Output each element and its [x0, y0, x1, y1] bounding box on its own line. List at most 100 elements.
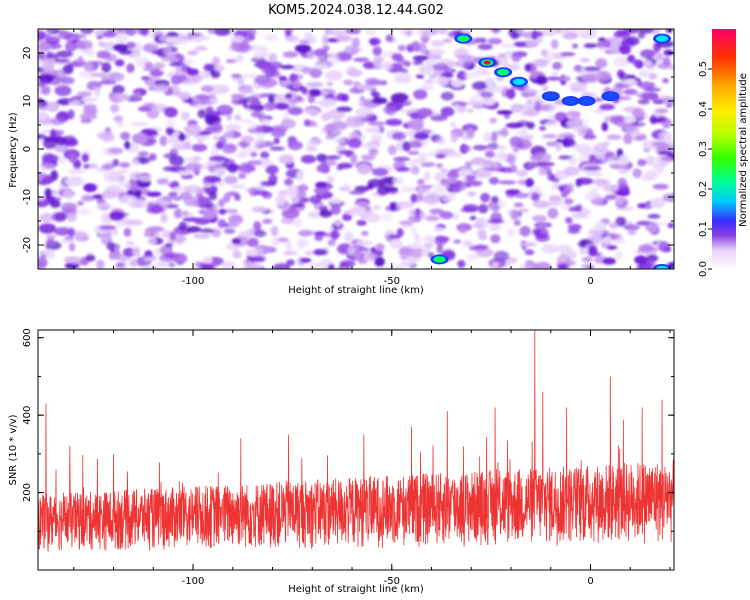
- spectrogram-cell: [257, 77, 270, 86]
- spectrogram-cell: [662, 78, 669, 84]
- spectrogram-cell: [120, 194, 138, 205]
- spectrogram-cell: [500, 43, 516, 48]
- spectrogram-cell: [309, 109, 319, 117]
- spectrogram-cell: [55, 58, 71, 63]
- spectrogram-cell: [512, 148, 520, 153]
- spectrogram-cell: [646, 155, 655, 166]
- spectrogram-cell: [652, 183, 669, 190]
- spectrogram-cell: [461, 29, 470, 34]
- spectrogram-cell: [80, 29, 94, 35]
- spectrogram-cell: [177, 170, 191, 176]
- spectrogram-cell: [268, 174, 278, 185]
- spectrogram-cell: [227, 222, 240, 228]
- spectrogram-cell: [568, 154, 577, 166]
- spectrogram-cell: [165, 126, 175, 135]
- spectrogram-cell: [594, 70, 601, 79]
- spectrogram-cell: [615, 196, 624, 204]
- spectrogram-cell: [211, 56, 221, 67]
- spectrogram-cell: [399, 29, 414, 37]
- x-tick-label: 0: [587, 276, 593, 287]
- spectrogram-cell: [370, 86, 377, 97]
- snr-series-line: [38, 330, 674, 552]
- spectrogram-cell: [442, 38, 453, 43]
- spectrogram-cell: [112, 158, 120, 167]
- spectrogram-cell: [356, 220, 367, 226]
- spectrogram-cell: [403, 60, 412, 67]
- spectrogram-cell: [606, 134, 622, 140]
- colorbar-tick-label: 0.1: [698, 221, 709, 237]
- spectrogram-cell: [357, 259, 368, 264]
- spectrogram-cell: [129, 202, 144, 209]
- spectrogram-cell: [562, 32, 578, 40]
- spectrogram-cell: [81, 97, 98, 103]
- spectrogram-cell: [264, 34, 278, 41]
- spectrogram-cell: [509, 136, 523, 147]
- spectrogram-cell: [262, 218, 273, 224]
- spectrogram-cell: [516, 29, 527, 35]
- spectrogram-cell: [243, 261, 256, 269]
- spectrogram-cell: [165, 138, 181, 144]
- spectrogram-cell: [40, 100, 48, 107]
- spectrogram-cell: [175, 65, 187, 76]
- spectrogram-cell: [501, 126, 509, 138]
- spectrogram-cell: [116, 120, 124, 128]
- spectrogram-cell: [296, 238, 306, 250]
- spectrogram-cell: [617, 166, 630, 175]
- spectrogram-cell: [637, 159, 647, 167]
- spectrogram-cell: [334, 219, 342, 227]
- spectrogram-cell: [602, 257, 616, 265]
- spectrogram-cell: [479, 161, 497, 169]
- spectrogram-cell: [374, 256, 385, 267]
- spectrogram-cell: [440, 91, 455, 101]
- spectrogram-cell: [178, 221, 188, 232]
- spectrogram-cell: [115, 29, 130, 34]
- spectrogram-cell: [142, 43, 159, 53]
- spectrogram-cell: [199, 228, 215, 234]
- spectrogram-cell: [541, 243, 559, 254]
- y-tick-label: 200: [22, 483, 33, 502]
- spectrogram-cell: [231, 184, 246, 189]
- spectrogram-cell: [230, 93, 246, 99]
- spectrogram-cell: [115, 93, 130, 101]
- spectrogram-cell: [183, 195, 198, 207]
- spectrogram-cell: [156, 260, 170, 267]
- colorbar-tick-label: 0.3: [698, 141, 709, 157]
- spectrogram-cell: [467, 108, 474, 113]
- spectrogram-cell: [393, 156, 411, 162]
- spectrogram-cell: [462, 72, 479, 79]
- spectrogram-cell: [50, 117, 66, 126]
- spectrogram-cell: [169, 148, 179, 157]
- spectrogram-cell: [525, 40, 538, 47]
- spectrogram-cell: [436, 244, 444, 254]
- spectrogram-cell: [223, 228, 236, 234]
- spectrogram-cell: [38, 261, 47, 269]
- snr-frame: [37, 329, 675, 571]
- spectrogram-cell: [81, 153, 90, 163]
- spectrogram-cell: [227, 162, 238, 174]
- spectrogram-cell: [594, 142, 608, 154]
- spectrogram-cell: [194, 46, 208, 51]
- spectrogram-cell: [361, 142, 378, 149]
- spectrogram-cell: [165, 119, 175, 128]
- spectrogram-cell: [191, 131, 200, 138]
- spectrogram-cell: [307, 262, 323, 268]
- spectrogram-hotspot: [577, 96, 596, 106]
- spectrogram-cell: [626, 74, 636, 80]
- spectrogram-cell: [345, 29, 361, 35]
- spectrogram-cell: [254, 60, 272, 69]
- spectrogram-cell: [496, 110, 513, 115]
- spectrogram-cell: [464, 161, 473, 168]
- spectrogram-cell: [534, 261, 552, 269]
- spectrogram-cell: [383, 106, 396, 114]
- spectrogram-cell: [65, 41, 77, 52]
- spectrogram-cell: [623, 224, 640, 231]
- spectrogram-cell: [110, 104, 120, 113]
- spectrogram-cell: [579, 32, 597, 39]
- spectrogram-cell: [353, 57, 370, 63]
- spectrogram-cell: [240, 40, 250, 51]
- spectrogram-cell: [126, 63, 135, 73]
- spectrogram-cell: [436, 29, 449, 35]
- spectrogram-cell: [640, 49, 656, 59]
- spectrogram-cell: [285, 29, 292, 37]
- spectrogram-cell: [483, 132, 492, 143]
